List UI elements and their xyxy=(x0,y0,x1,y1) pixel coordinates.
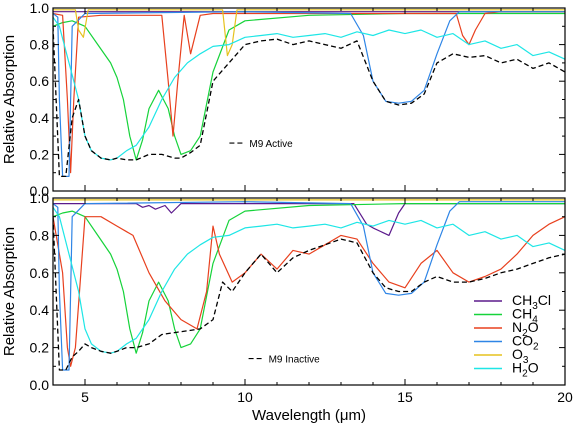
y-tick-label: 0.2 xyxy=(30,340,50,356)
series-line-o3 xyxy=(53,9,565,57)
series-line-h2o xyxy=(53,206,565,354)
legend-label-ch3cl: CH3Cl xyxy=(512,292,551,312)
legend-label-o3: O3 xyxy=(512,346,529,366)
bottom-panel: 5 10 15 20 0.0 0.2 0.4 0.6 0.8 1.0 Relative Absorp… xyxy=(1,190,573,424)
series-line-co2 xyxy=(53,11,565,177)
series-line-total xyxy=(53,26,565,178)
y-axis-title: Relative Absorption xyxy=(1,35,18,164)
y-tick-label: 1.0 xyxy=(30,0,50,16)
series-line-co2 xyxy=(53,201,565,371)
y-tick-label: 0.2 xyxy=(30,146,50,162)
panel-annotation: M9 Active xyxy=(249,139,293,150)
x-tick-label: 10 xyxy=(237,389,253,405)
series-group xyxy=(53,9,565,178)
y-tick-label: 0.4 xyxy=(30,110,50,126)
y-tick-label: 1.0 xyxy=(30,190,50,206)
y-axis-title: Relative Absorption xyxy=(1,227,18,356)
series-line-ch3cl xyxy=(53,203,565,236)
series-line-total xyxy=(53,216,565,371)
series-line-ch4 xyxy=(53,12,565,161)
y-tick-label: 0.8 xyxy=(30,227,50,243)
series-group xyxy=(53,199,565,371)
panel-annotation: M9 Inactive xyxy=(269,355,321,366)
y-tick-label: 0.8 xyxy=(30,37,50,53)
legend-label-ch4: CH4 xyxy=(512,306,538,326)
legend-label-h2o: H2O xyxy=(512,360,539,380)
series-line-n2o xyxy=(53,11,565,174)
x-axis-title: Wavelength (μm) xyxy=(252,407,366,424)
y-tick-label: 0.6 xyxy=(30,73,50,89)
x-tick-label: 15 xyxy=(397,389,413,405)
series-line-ch4 xyxy=(53,203,565,354)
x-tick-label: 5 xyxy=(81,389,89,405)
y-tick-label: 0.0 xyxy=(30,183,50,199)
series-line-h2o xyxy=(53,16,565,161)
top-panel: 0.0 0.2 0.4 0.6 0.8 1.0 Relative Absorption M9 … xyxy=(1,0,566,199)
legend-label-n2o: N2O xyxy=(512,319,539,339)
y-tick-label: 0.6 xyxy=(30,265,50,281)
y-tick-label: 0.4 xyxy=(30,302,50,318)
x-tick-label: 20 xyxy=(557,389,573,405)
y-tick-label: 0.0 xyxy=(30,377,50,393)
legend-label-co2: CO2 xyxy=(512,333,539,353)
series-line-n2o xyxy=(53,216,565,367)
